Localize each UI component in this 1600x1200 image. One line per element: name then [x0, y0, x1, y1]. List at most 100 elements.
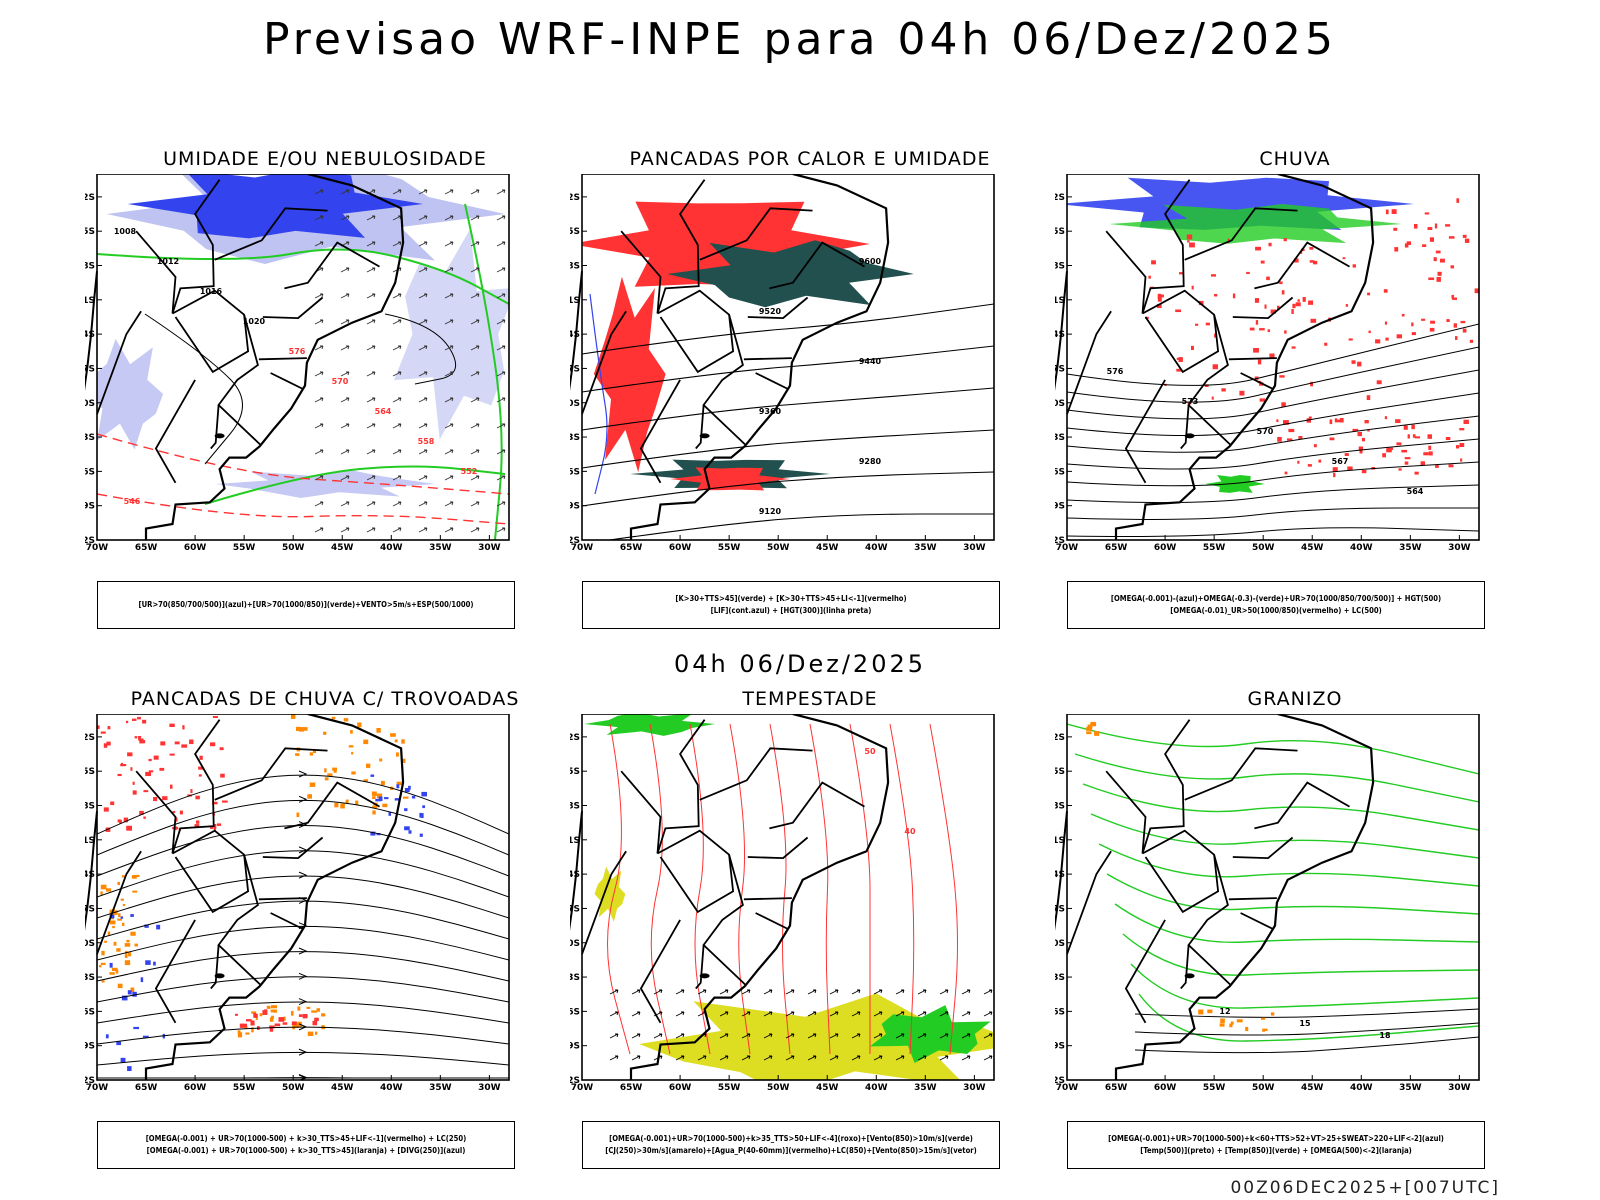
rain-area-red — [1211, 396, 1214, 400]
storm-area-orange — [296, 812, 300, 818]
storm-area-red — [145, 771, 152, 777]
divergence-area-blue — [388, 812, 392, 816]
rain-area-red — [1411, 332, 1416, 336]
divergence-area-blue — [408, 830, 412, 834]
temp850-contour — [1067, 723, 1479, 775]
storm-area-red — [162, 796, 168, 801]
lon-label: 55W — [1203, 543, 1226, 553]
wind-vector — [392, 449, 402, 455]
contour-label: 40 — [904, 827, 916, 836]
wind-vector-850 — [873, 989, 883, 995]
coastline — [1114, 714, 1375, 1080]
country-border — [171, 719, 221, 854]
storm-area-orange — [272, 1009, 278, 1013]
storm-area-orange — [348, 745, 354, 748]
rain-area-red — [1367, 292, 1371, 296]
storm-area-orange — [100, 884, 107, 890]
rain-area-red — [1302, 297, 1306, 302]
storm-area-red — [196, 820, 200, 824]
rain-area-red — [1157, 296, 1162, 302]
wind-vector — [314, 501, 324, 507]
lat-label: 12S — [570, 733, 580, 743]
omega-area-orange — [1219, 1023, 1225, 1027]
rain-area-red — [1433, 257, 1437, 262]
wind-vector-850 — [675, 1033, 685, 1039]
panel-pancadas-calor: PANCADAS POR CALOR E UMIDADE 9600 9520 944… — [570, 148, 1050, 629]
lon-label: 50W — [282, 1083, 305, 1093]
lon-label: 55W — [718, 543, 741, 553]
country-border — [1254, 781, 1350, 830]
rain-area-red — [1455, 336, 1458, 340]
contour-label: 18 — [1379, 1031, 1391, 1040]
rain-area-red — [1448, 464, 1454, 468]
water-contour-red — [849, 723, 871, 1054]
lat-label: 30S — [85, 399, 95, 409]
lat-label: 18S — [85, 262, 95, 272]
storm-area-orange — [334, 802, 339, 808]
rain-area-red — [1260, 260, 1265, 264]
wind-vector — [314, 423, 324, 429]
wind-vector-850 — [961, 1011, 971, 1017]
rain-area-red — [1412, 434, 1416, 438]
wind-vector — [366, 371, 376, 377]
contour-label: 570 — [332, 377, 349, 386]
rain-area-red — [1214, 333, 1217, 338]
wind-vector-850 — [895, 989, 905, 995]
storm-area-red — [103, 743, 108, 748]
wind-vector — [314, 397, 324, 403]
storm-area-red — [143, 816, 146, 819]
rain-area-red — [1221, 388, 1226, 392]
rain-area-red — [1298, 436, 1303, 440]
country-border — [217, 314, 262, 446]
rain-area-red — [1205, 322, 1210, 326]
wind-vector — [314, 449, 324, 455]
storm-area-red — [254, 1014, 258, 1018]
storm-area-orange — [299, 727, 304, 732]
lat-label: 42S — [85, 536, 95, 546]
map-svg: 1008 1012 1016 1020 576 570 564 558 552 546 12S 15S… — [85, 174, 510, 553]
rain-area-red — [1253, 348, 1259, 353]
wind-vector-850 — [675, 1011, 685, 1017]
rain-area-red — [1254, 298, 1260, 303]
rain-area-red — [1436, 277, 1441, 282]
omega-area-orange — [1086, 731, 1092, 735]
storm-area-orange — [124, 960, 131, 966]
instability-area-red — [582, 201, 870, 287]
omega-area-green — [1109, 204, 1402, 244]
wind-vector — [444, 449, 454, 455]
rain-area-red — [1269, 353, 1275, 359]
rain-area-red — [1367, 429, 1370, 432]
rain-area-red — [1396, 334, 1402, 339]
rain-area-red — [1257, 359, 1262, 365]
plot-frame — [1066, 714, 1480, 1081]
hgt500-contour — [1067, 369, 1479, 420]
country-border — [1254, 241, 1350, 290]
legend-box: [OMEGA(-0.001)-(azul)+OMEGA(-0.3)-(verde… — [1067, 581, 1485, 629]
rain-area-red — [1214, 294, 1218, 297]
country-border — [755, 372, 789, 390]
wind-vector — [366, 423, 376, 429]
temp850-contour — [1114, 903, 1479, 944]
storm-area-orange — [371, 791, 377, 796]
wind-vector — [392, 397, 402, 403]
storm-area-red — [134, 736, 138, 739]
wind-vector-850 — [961, 1055, 971, 1061]
storm-area-red — [169, 753, 175, 756]
rain-area-red — [1334, 418, 1338, 423]
storm-area-orange — [340, 803, 345, 809]
rain-area-red — [1178, 357, 1183, 362]
wind-vector-850 — [917, 1011, 927, 1017]
rain-area-red — [1423, 452, 1429, 456]
country-border — [172, 289, 250, 374]
country-border — [620, 770, 662, 854]
lon-label: 70W — [86, 1083, 109, 1093]
wind-vector — [470, 189, 480, 195]
wind-vector — [418, 449, 428, 455]
lon-label: 40W — [1350, 1083, 1373, 1093]
rain-area-red — [1332, 467, 1338, 472]
divergence-area-blue — [130, 914, 134, 917]
storm-area-orange — [291, 1010, 294, 1016]
rain-area-red — [1451, 294, 1455, 299]
wind-vector — [340, 215, 350, 221]
stream-arrow — [298, 821, 308, 829]
